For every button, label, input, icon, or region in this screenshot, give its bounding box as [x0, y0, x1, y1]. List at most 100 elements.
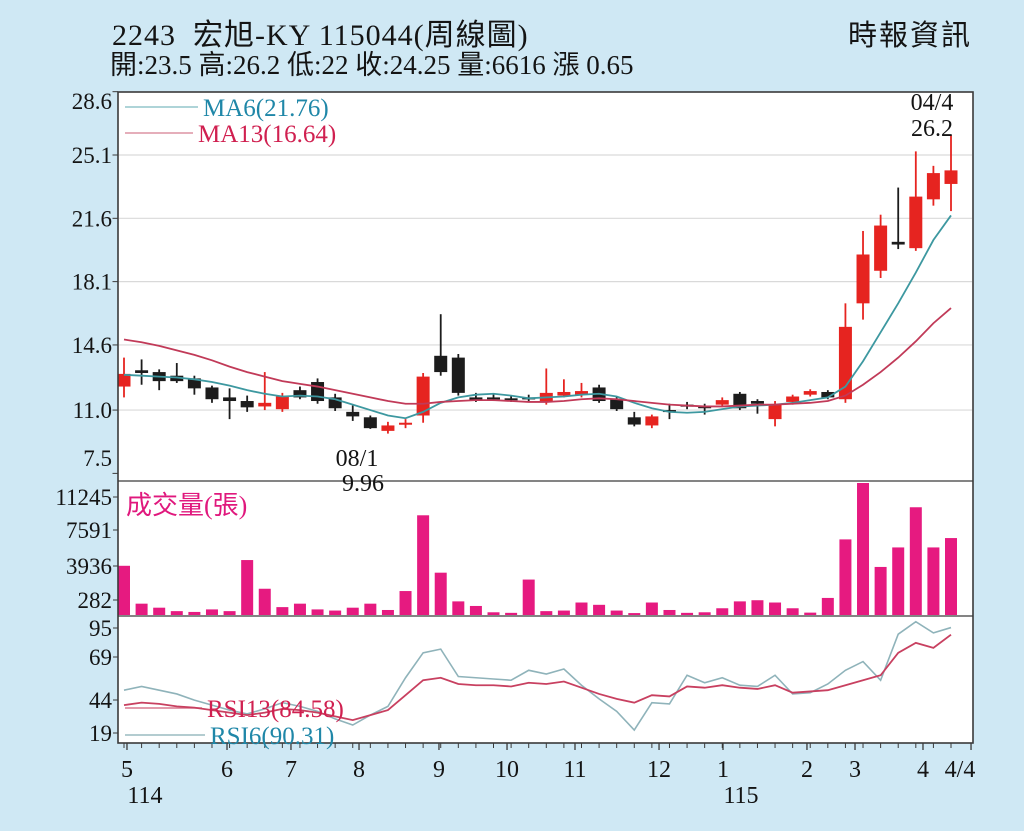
rsi-axis-label: 44 [89, 688, 113, 713]
candle-up [786, 396, 800, 402]
volume-bar [892, 547, 905, 615]
volume-bar [593, 604, 606, 615]
volume-bar [733, 601, 746, 615]
candle-down [293, 390, 307, 398]
volume-axis-label: 7591 [66, 518, 112, 543]
volume-axis-label: 3936 [66, 554, 112, 579]
price-axis-label: 14.6 [72, 333, 112, 358]
candle-down [821, 391, 835, 398]
rsi-axis-label: 19 [89, 721, 112, 746]
rsi13-legend-label: RSI13(84.58) [207, 696, 344, 723]
rsi6-legend-label: RSI6(90.31) [210, 723, 334, 750]
volume-bar [311, 609, 324, 615]
volume-bar [487, 612, 500, 615]
volume-axis-label: 11245 [55, 485, 112, 510]
candle-up [258, 402, 272, 407]
candle-up [557, 391, 571, 396]
candle-up [874, 225, 888, 271]
volume-bar [610, 610, 623, 615]
year-label: 114 [127, 783, 162, 809]
rsi-panel [123, 620, 952, 732]
candle-up [574, 391, 588, 395]
month-label: 10 [495, 757, 519, 783]
month-label: 4/4 [945, 757, 976, 783]
volume-bar [663, 609, 676, 615]
candle-down [451, 357, 465, 393]
low-annotation-value: 9.96 [342, 471, 384, 497]
candle-down [363, 417, 377, 429]
candle-up [856, 254, 870, 304]
price-axis-label: 21.6 [72, 206, 112, 231]
volume-bar [945, 538, 957, 615]
candle-down [434, 355, 448, 373]
volume-bar [258, 588, 271, 615]
candle-down [346, 411, 360, 417]
ma6-legend-label: MA6(21.76) [203, 95, 329, 122]
month-label: 1 [717, 757, 729, 783]
volume-bar [452, 601, 465, 615]
volume-bar [769, 602, 782, 615]
price-axis-label: 7.5 [83, 446, 112, 471]
candle-down [328, 397, 342, 409]
volume-bar [417, 515, 430, 615]
month-label: 12 [647, 757, 671, 783]
volume-bar [293, 603, 306, 615]
candle-up [926, 173, 940, 200]
month-label: 6 [221, 757, 233, 783]
candle-up [803, 391, 817, 395]
chart-frame [117, 91, 974, 744]
volume-bar [364, 603, 377, 615]
candle-up [909, 196, 923, 249]
volume-bar [540, 611, 553, 615]
volume-legend-label: 成交量(張) [126, 491, 247, 520]
volume-axis-label: 282 [78, 588, 113, 613]
volume-bar [857, 483, 870, 615]
volume-bar [698, 612, 711, 615]
ma13-legend-label: MA13(16.64) [198, 121, 336, 148]
plot-background [118, 92, 973, 743]
volume-bar [874, 566, 887, 615]
volume-bar [681, 612, 694, 615]
volume-bar [575, 602, 588, 615]
price-axis-label: 18.1 [72, 270, 112, 295]
ma6-line [123, 214, 952, 420]
low-annotation-date: 08/1 [336, 446, 379, 472]
volume-bar [909, 507, 922, 615]
rsi13-line [123, 633, 952, 722]
volume-bar [927, 547, 940, 615]
price-axis-label: 11.0 [73, 398, 112, 423]
quote-line: 開:23.5 高:26.2 低:22 收:24.25 量:6616 漲 0.65 [110, 50, 634, 80]
month-label: 2 [801, 757, 813, 783]
candle-down [469, 397, 483, 401]
volume-bar [786, 608, 799, 615]
volume-bar [804, 612, 817, 615]
high-annotation-date: 04/4 [911, 90, 954, 116]
high-annotation-value: 26.2 [911, 116, 953, 142]
month-label: 4 [917, 757, 929, 783]
month-label: 7 [285, 757, 297, 783]
volume-bar [223, 611, 236, 615]
ma13-line [123, 307, 952, 408]
volume-bar [628, 613, 641, 615]
candle-up [416, 376, 430, 416]
candle-down [311, 382, 325, 402]
candle-down [504, 398, 518, 401]
candle-up [944, 170, 958, 184]
candle-down [240, 401, 254, 408]
volume-bar [381, 609, 394, 615]
rsi-axis-label: 95 [89, 616, 112, 641]
candle-down [187, 378, 201, 389]
volume-bar [153, 607, 166, 615]
volume-bar [329, 610, 342, 615]
candle-up [715, 400, 729, 405]
candle-down [610, 399, 624, 410]
candle-down [135, 370, 149, 373]
volume-bar [170, 611, 183, 615]
volume-bar [241, 560, 254, 615]
volume-bar [557, 610, 570, 615]
candle-up [399, 422, 413, 425]
volume-bar [276, 607, 289, 615]
volume-bar [522, 579, 535, 615]
